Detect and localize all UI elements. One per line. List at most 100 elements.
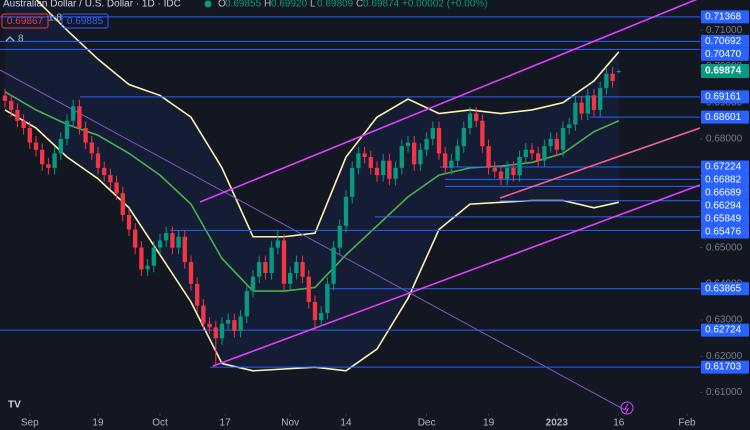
x-tick-label: Feb bbox=[678, 418, 696, 429]
candle-body bbox=[83, 128, 88, 143]
candle-body bbox=[591, 95, 597, 110]
candle-body bbox=[300, 262, 305, 277]
x-tick-label: 19 bbox=[92, 418, 104, 429]
candle-body bbox=[288, 272, 293, 284]
x-tick-label: Dec bbox=[418, 418, 436, 429]
level-box bbox=[701, 282, 749, 296]
candle-body bbox=[275, 240, 280, 248]
level-box bbox=[701, 47, 749, 61]
collapse-icon[interactable] bbox=[5, 36, 15, 42]
ohlc-label: H bbox=[264, 0, 271, 10]
level-box bbox=[701, 199, 749, 213]
last-price: 0.69874 bbox=[705, 66, 742, 77]
x-tick-label: 2023 bbox=[546, 418, 569, 429]
candle-body bbox=[40, 149, 45, 165]
last-price-box bbox=[701, 63, 749, 78]
candle-body bbox=[331, 247, 336, 284]
candle-body bbox=[536, 153, 541, 161]
candle-body bbox=[511, 167, 516, 176]
candle-body bbox=[108, 175, 113, 183]
candle-body bbox=[579, 102, 584, 114]
candle-body bbox=[170, 233, 175, 248]
candle-body bbox=[46, 164, 51, 168]
price-levels bbox=[0, 16, 700, 368]
candle-body bbox=[418, 149, 423, 165]
candle-body bbox=[232, 320, 237, 331]
buy-box[interactable] bbox=[61, 13, 109, 29]
y-tick-label: 0.71000 bbox=[706, 25, 743, 36]
candle-body bbox=[430, 128, 435, 139]
candle-body bbox=[195, 283, 200, 306]
x-tick-label: 16 bbox=[613, 418, 625, 429]
candle-body bbox=[27, 128, 32, 143]
candle-body bbox=[529, 149, 535, 154]
candle-body bbox=[474, 113, 479, 121]
alert-bolt bbox=[624, 403, 629, 414]
x-tick-label: 17 bbox=[220, 418, 232, 429]
candle-body bbox=[467, 113, 473, 129]
candle-body bbox=[139, 247, 144, 270]
candle-body bbox=[226, 320, 231, 324]
buy-price[interactable]: 0.69885 bbox=[67, 16, 104, 27]
price-axis: 0.610000.620000.630000.640000.650000.660… bbox=[700, 10, 749, 398]
candle-body bbox=[244, 291, 249, 317]
y-tick-label: 0.68000 bbox=[706, 134, 743, 145]
alert-icon[interactable] bbox=[620, 401, 634, 415]
level-box bbox=[701, 110, 749, 124]
candle-body bbox=[604, 73, 609, 89]
candle-body bbox=[164, 233, 169, 241]
candle-body bbox=[542, 146, 547, 161]
candle-body bbox=[567, 124, 572, 129]
candle-body bbox=[9, 100, 14, 110]
ohlc-label: L bbox=[310, 0, 316, 10]
level-box bbox=[701, 10, 749, 24]
channel-mid bbox=[499, 127, 700, 199]
candle-body bbox=[207, 323, 212, 328]
candle-body bbox=[151, 247, 156, 266]
candle-body bbox=[560, 128, 566, 150]
candle-body bbox=[33, 142, 39, 150]
candle-body bbox=[281, 240, 287, 284]
candle-body bbox=[573, 102, 578, 125]
trend-line bbox=[0, 69, 626, 411]
candle-body bbox=[381, 160, 386, 176]
level-label: 0.67224 bbox=[705, 162, 742, 173]
indicator-count[interactable]: 8 bbox=[18, 34, 24, 45]
candle-body bbox=[102, 167, 107, 176]
level-label: 0.70692 bbox=[705, 36, 742, 47]
candle-body bbox=[505, 167, 510, 179]
candle-body bbox=[89, 142, 94, 154]
candle-body bbox=[523, 149, 528, 158]
x-tick-label: Oct bbox=[152, 418, 168, 429]
level-box bbox=[701, 34, 749, 48]
candle-body bbox=[449, 160, 454, 168]
ohlc-value: 0.69874 bbox=[363, 0, 400, 10]
y-tick-label: 0.63000 bbox=[706, 315, 743, 326]
candle-body bbox=[250, 276, 256, 292]
candle-body bbox=[368, 157, 373, 168]
candle-body bbox=[455, 146, 460, 161]
candle-body bbox=[2, 95, 8, 101]
level-label: 0.69161 bbox=[705, 91, 742, 102]
candle-body bbox=[21, 120, 26, 129]
candle-body bbox=[362, 153, 367, 158]
candle-body bbox=[443, 153, 448, 168]
market-status bbox=[204, 0, 212, 8]
candle-body bbox=[374, 167, 380, 176]
band-fill bbox=[4, 0, 619, 371]
candle-body bbox=[319, 312, 324, 321]
candle-body bbox=[52, 153, 57, 168]
candle-body bbox=[269, 247, 274, 273]
sell-box[interactable] bbox=[1, 13, 49, 29]
candle-body bbox=[294, 262, 299, 273]
sell-price[interactable]: 0.69867 bbox=[7, 16, 44, 27]
level-box bbox=[701, 323, 749, 337]
channel-upper bbox=[199, 0, 698, 203]
candle-body bbox=[393, 167, 398, 179]
candle-body bbox=[436, 128, 442, 154]
level-box bbox=[701, 212, 749, 226]
time-axis: Sep 19 Oct 17 Nov 14 Dec 19 2023 16 Feb bbox=[21, 413, 696, 429]
ohlc-value: 0.69855 bbox=[225, 0, 262, 10]
